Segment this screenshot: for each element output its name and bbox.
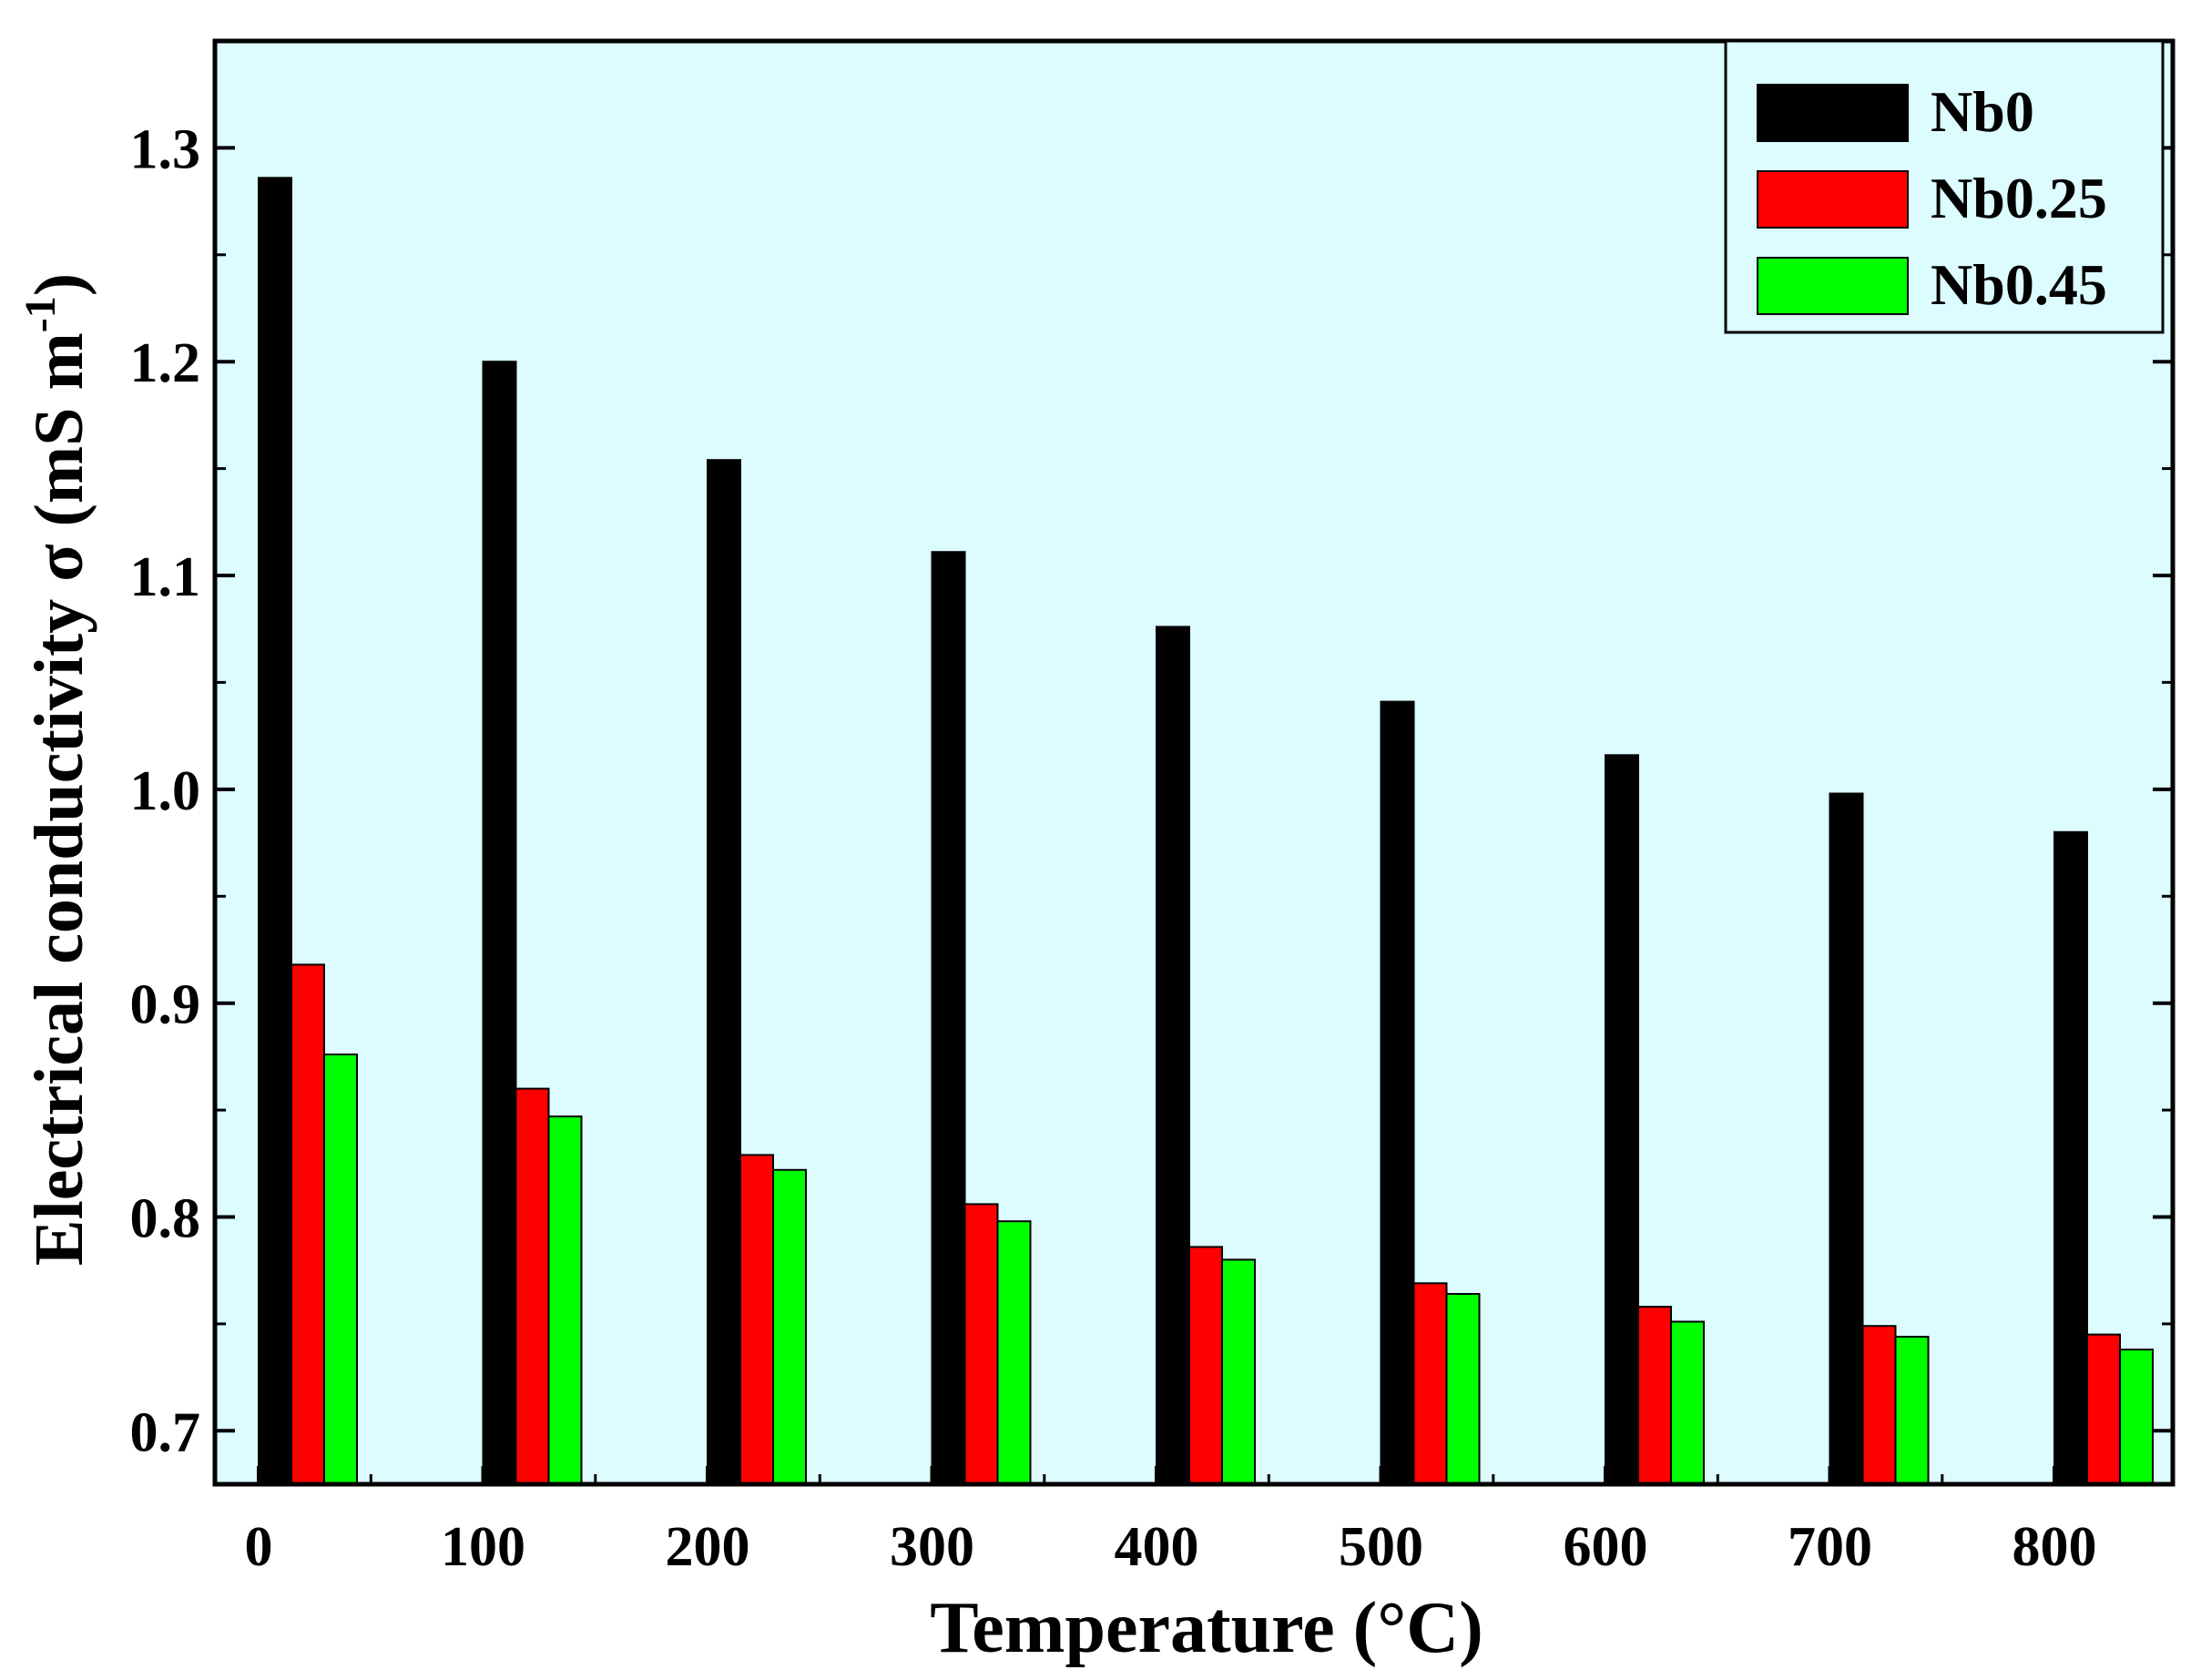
x-tick-label: 800 bbox=[2013, 1516, 2097, 1578]
x-tick-label: 600 bbox=[1564, 1516, 1648, 1578]
y-axis-title: Electrical conductivity σ (mS m-1) bbox=[16, 273, 97, 1266]
bar-nb0-25-100 bbox=[515, 1087, 550, 1485]
bar-nb0-500 bbox=[1380, 700, 1415, 1485]
y-axis-title-superscript: -1 bbox=[16, 296, 65, 332]
plot-frame bbox=[212, 38, 2176, 1487]
y-axis-title-main: Electrical conductivity σ (mS m bbox=[21, 332, 97, 1266]
x-tick-label: 300 bbox=[890, 1516, 974, 1578]
bar-nb0-25-500 bbox=[1412, 1282, 1448, 1486]
legend-label-nb0: Nb0 bbox=[1931, 79, 2034, 144]
legend-swatch-nb0-45 bbox=[1757, 257, 1909, 315]
bar-nb0-45-800 bbox=[2119, 1349, 2154, 1485]
bar-nb0-400 bbox=[1156, 626, 1190, 1485]
legend-swatch-nb0 bbox=[1757, 84, 1909, 142]
bar-nb0-800 bbox=[2053, 830, 2088, 1485]
legend: Nb0 Nb0.25 Nb0.45 bbox=[1724, 39, 2165, 334]
bar-nb0-25-800 bbox=[2086, 1333, 2121, 1485]
bar-nb0-700 bbox=[1829, 792, 1864, 1485]
y-tick-label: 1.2 bbox=[130, 332, 201, 394]
y-tick-label: 1.1 bbox=[130, 546, 201, 608]
bar-nb0-45-300 bbox=[996, 1220, 1032, 1485]
y-tick-label: 1.0 bbox=[130, 760, 201, 822]
bar-nb0-100 bbox=[482, 361, 517, 1486]
y-tick-label: 0.7 bbox=[130, 1401, 201, 1463]
x-tick-label: 0 bbox=[245, 1516, 273, 1578]
x-tick-label: 400 bbox=[1115, 1516, 1199, 1578]
bars-layer bbox=[258, 177, 2154, 1486]
bar-nb0-300 bbox=[931, 551, 966, 1485]
x-tick-label: 100 bbox=[441, 1516, 525, 1578]
bar-nb0-45-100 bbox=[547, 1115, 583, 1485]
x-tick-label: 200 bbox=[666, 1516, 750, 1578]
legend-label-nb0-25: Nb0.25 bbox=[1931, 166, 2107, 230]
bar-nb0-45-500 bbox=[1445, 1293, 1481, 1485]
bar-nb0-45-400 bbox=[1221, 1258, 1256, 1486]
x-tick-labels: 0 100 200 300 400 500 600 700 800 bbox=[245, 1516, 2097, 1578]
bar-nb0-25-200 bbox=[739, 1154, 774, 1486]
bar-nb0-25-700 bbox=[1861, 1325, 1897, 1485]
bar-nb0-0 bbox=[258, 177, 292, 1485]
bar-nb0-25-0 bbox=[290, 963, 325, 1485]
bar-nb0-45-600 bbox=[1670, 1320, 1705, 1485]
legend-label-nb0-45: Nb0.45 bbox=[1931, 252, 2107, 317]
y-tick-labels: 0.7 0.8 0.9 1.0 1.1 1.2 1.3 bbox=[130, 118, 201, 1463]
bar-nb0-45-200 bbox=[772, 1168, 807, 1486]
bar-nb0-600 bbox=[1605, 754, 1639, 1485]
y-tick-label: 0.9 bbox=[130, 974, 201, 1036]
y-tick-label: 1.3 bbox=[130, 118, 201, 180]
legend-swatch-nb0-25 bbox=[1757, 170, 1909, 229]
bar-nb0-45-700 bbox=[1894, 1336, 1930, 1485]
x-tick-label: 700 bbox=[1788, 1516, 1872, 1578]
x-tick-label: 500 bbox=[1339, 1516, 1423, 1578]
bar-nb0-25-600 bbox=[1637, 1306, 1672, 1485]
bar-nb0-25-400 bbox=[1188, 1246, 1223, 1486]
bar-nb0-200 bbox=[707, 459, 741, 1486]
bar-nb0-45-0 bbox=[323, 1054, 358, 1485]
y-axis-title-suffix: ) bbox=[21, 273, 97, 296]
x-axis-title: Temperature (°C) bbox=[930, 1588, 1483, 1668]
y-tick-label: 0.8 bbox=[130, 1188, 201, 1250]
bar-nb0-25-300 bbox=[963, 1203, 999, 1486]
